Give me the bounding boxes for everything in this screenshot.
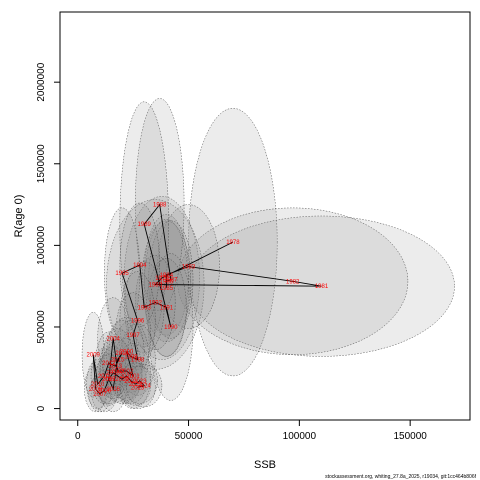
year-label-1995: 1995 bbox=[115, 271, 129, 277]
year-label-2019: 2019 bbox=[115, 377, 129, 383]
year-label-1992: 1992 bbox=[149, 301, 163, 307]
year-label-2000: 2000 bbox=[120, 350, 134, 356]
year-label-1988: 1988 bbox=[153, 203, 167, 209]
year-label-1986: 1986 bbox=[160, 279, 174, 285]
year-label-1983: 1983 bbox=[182, 265, 196, 271]
year-label-1994: 1994 bbox=[133, 263, 147, 269]
y-tick-label: 0 bbox=[36, 405, 47, 411]
y-tick-label: 1000000 bbox=[36, 225, 47, 264]
year-label-2010: 2010 bbox=[91, 382, 105, 388]
year-label-2021: 2021 bbox=[124, 379, 138, 385]
year-label-1996: 1996 bbox=[131, 318, 145, 324]
year-label-2004: 2004 bbox=[107, 336, 121, 342]
confidence-ellipses bbox=[81, 98, 455, 413]
year-label-1993: 1993 bbox=[138, 305, 152, 311]
footnote: stockassessment.org, whiting_27.8a_2025,… bbox=[325, 474, 477, 480]
year-label-1980: 1980 bbox=[149, 283, 163, 289]
year-label-2007: 2007 bbox=[93, 392, 107, 398]
year-label-2018: 2018 bbox=[107, 371, 121, 377]
y-tick-label: 1500000 bbox=[36, 144, 47, 183]
year-label-2008: 2008 bbox=[89, 387, 103, 393]
year-label-2016: 2016 bbox=[107, 387, 121, 393]
year-label-1981: 1981 bbox=[315, 284, 329, 290]
year-label-2003: 2003 bbox=[111, 369, 125, 375]
y-axis: 0 500000 1000000 1500000 2000000 bbox=[36, 62, 61, 411]
year-label-1984: 1984 bbox=[160, 273, 174, 279]
year-label-1990: 1990 bbox=[164, 325, 178, 331]
x-tick-label: 100000 bbox=[283, 431, 317, 442]
year-label-1987: 1987 bbox=[164, 278, 178, 284]
year-label-2012: 2012 bbox=[102, 361, 116, 367]
year-label-1991: 1991 bbox=[160, 305, 174, 311]
year-label-2009: 2009 bbox=[87, 353, 101, 359]
year-label-1998: 1998 bbox=[131, 358, 145, 364]
year-label-1982: 1982 bbox=[286, 279, 300, 285]
year-label-1979: 1979 bbox=[155, 276, 169, 282]
year-label-2006: 2006 bbox=[98, 389, 112, 395]
year-label-2023: 2023 bbox=[133, 379, 147, 385]
year-label-2011: 2011 bbox=[98, 374, 112, 380]
year-label-2017: 2017 bbox=[102, 377, 116, 383]
year-label-1997: 1997 bbox=[126, 333, 140, 339]
x-tick-label: 0 bbox=[75, 431, 81, 442]
year-label-2024: 2024 bbox=[138, 384, 152, 390]
recruitment-path bbox=[92, 203, 322, 395]
year-label-2001: 2001 bbox=[126, 374, 140, 380]
year-label-2020: 2020 bbox=[120, 374, 134, 380]
x-axis: 0 50000 100000 150000 bbox=[75, 419, 427, 442]
year-label-2025: 2025 bbox=[131, 385, 145, 391]
x-axis-title: SSB bbox=[254, 459, 276, 471]
year-label-2005: 2005 bbox=[102, 377, 116, 383]
x-tick-label: 50000 bbox=[175, 431, 203, 442]
y-tick-label: 2000000 bbox=[36, 62, 47, 101]
year-label-2022: 2022 bbox=[129, 382, 143, 388]
year-label-1999: 1999 bbox=[124, 354, 138, 360]
year-label-2013: 2013 bbox=[109, 364, 123, 370]
year-label-2014: 2014 bbox=[115, 351, 129, 357]
ssb-recruitment-line bbox=[92, 203, 322, 395]
year-label-1978: 1978 bbox=[226, 240, 240, 246]
year-label-2002: 2002 bbox=[120, 369, 134, 375]
year-label-2015: 2015 bbox=[111, 358, 125, 364]
year-label-1989: 1989 bbox=[138, 222, 152, 228]
x-tick-label: 150000 bbox=[393, 431, 427, 442]
y-axis-title: R(age 0) bbox=[13, 195, 25, 238]
y-tick-label: 500000 bbox=[36, 310, 47, 344]
year-label-1985: 1985 bbox=[160, 286, 174, 292]
